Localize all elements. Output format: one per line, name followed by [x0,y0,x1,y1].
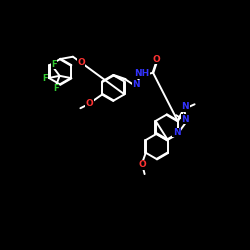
Text: F: F [51,60,57,69]
Text: O: O [77,58,85,67]
Text: O: O [86,99,94,108]
Text: NH: NH [134,69,150,78]
Text: N: N [182,115,189,124]
Text: O: O [138,160,146,169]
Text: N: N [182,102,189,111]
Text: F: F [42,74,48,82]
Text: F: F [53,84,59,93]
Text: O: O [152,55,160,64]
Text: N: N [132,80,140,89]
Text: N: N [173,128,180,137]
